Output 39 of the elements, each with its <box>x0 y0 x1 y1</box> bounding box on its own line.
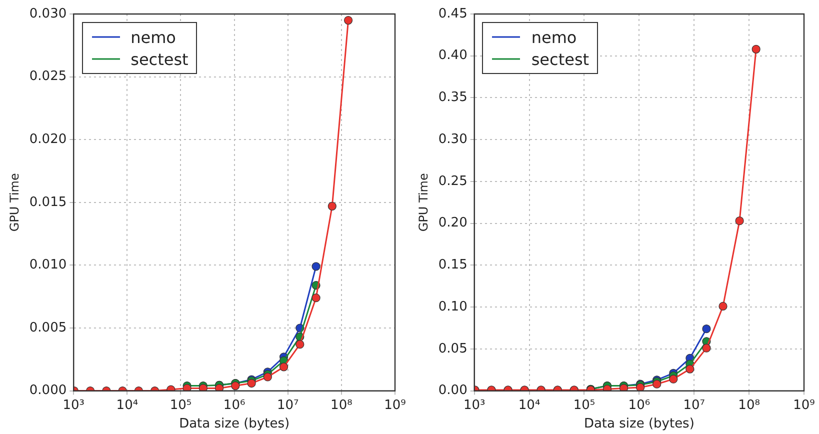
x-axis-title: Data size (bytes) <box>584 416 694 432</box>
x-tick-label: 10⁶ <box>223 398 246 413</box>
legend-label: nemo <box>531 28 577 46</box>
y-tick-label: 0.015 <box>29 194 67 210</box>
y-tick-label: 0.000 <box>29 383 67 398</box>
y-axis-title: GPU Time <box>416 173 430 232</box>
y-tick-label: 0.030 <box>29 6 67 22</box>
x-tick-label: 10⁶ <box>628 398 650 413</box>
x-tick-label: 10³ <box>463 398 486 413</box>
y-tick-label: 0.20 <box>438 216 468 231</box>
x-tick-label: 10⁹ <box>384 398 406 413</box>
y-tick-label: 0.010 <box>29 258 67 273</box>
x-tick-label: 10⁷ <box>276 398 299 413</box>
y-tick-label: 0.25 <box>438 174 468 189</box>
x-tick-label: 10⁷ <box>683 398 705 413</box>
x-axis-title: Data size (bytes) <box>179 416 290 432</box>
x-tick-label: 10⁵ <box>573 398 596 413</box>
y-tick-label: 0.005 <box>29 320 67 336</box>
y-tick-label: 0.025 <box>29 69 67 84</box>
y-tick-label: 0.05 <box>438 341 468 356</box>
x-tick-label: 10⁴ <box>116 398 138 413</box>
y-tick-label: 0.30 <box>438 132 468 147</box>
x-tick-label: 10³ <box>62 398 84 413</box>
x-tick-label: 10⁸ <box>738 398 760 413</box>
y-tick-label: 0.020 <box>29 132 67 147</box>
y-tick-label: 0.35 <box>438 90 468 106</box>
y-tick-label: 0.10 <box>438 299 468 314</box>
y-tick-label: 0.00 <box>438 383 468 398</box>
y-tick-label: 0.15 <box>438 258 468 273</box>
x-tick-label: 10⁴ <box>518 398 540 413</box>
legend-label: nemo <box>130 28 176 46</box>
x-tick-label: 10⁸ <box>330 398 352 413</box>
legend-label: sectest <box>531 50 590 68</box>
y-tick-label: 0.45 <box>438 6 468 22</box>
x-tick-label: 10⁵ <box>170 398 192 413</box>
legend-label: sectest <box>130 50 188 68</box>
y-axis-title: GPU Time <box>7 173 22 232</box>
y-tick-label: 0.40 <box>438 48 468 64</box>
x-tick-label: 10⁹ <box>793 398 815 413</box>
